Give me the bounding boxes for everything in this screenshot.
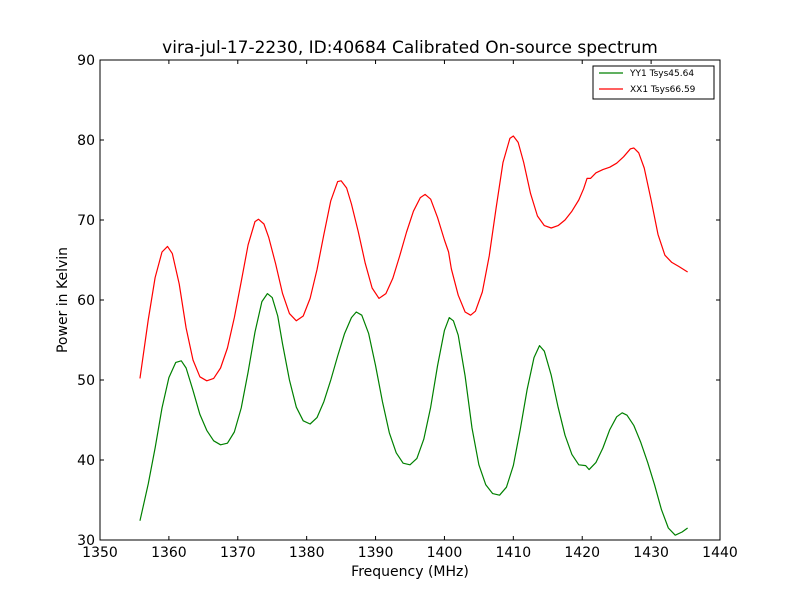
x-tick-label: 1400	[427, 545, 463, 561]
legend: YY1 Tsys45.64 XX1 Tsys66.59	[592, 65, 715, 100]
x-tick-label: 1420	[564, 545, 600, 561]
y-tick-label: 60	[77, 293, 95, 309]
y-tick-label: 40	[77, 453, 95, 469]
x-tick-label: 1380	[289, 545, 325, 561]
y-tick-label: 90	[77, 53, 95, 69]
x-tick-label: 1350	[82, 545, 118, 561]
x-axis-ticks: 1350 1360 1370 1380 1390 1400 1410 1420 1430 1440	[82, 60, 738, 561]
y-axis-ticks: 30 40 50 60 70 80 90	[77, 53, 720, 549]
legend-label-yy1: YY1 Tsys45.64	[629, 69, 694, 79]
x-axis-label: Frequency (MHz)	[351, 564, 469, 580]
x-tick-label: 1410	[496, 545, 532, 561]
x-tick-label: 1370	[220, 545, 256, 561]
legend-label-xx1: XX1 Tsys66.59	[630, 85, 696, 95]
x-tick-label: 1390	[358, 545, 394, 561]
plot-area	[99, 59, 721, 541]
x-tick-label: 1430	[633, 545, 669, 561]
y-tick-label: 30	[77, 533, 95, 549]
y-tick-label: 70	[77, 213, 95, 229]
plot-background	[100, 60, 720, 540]
y-axis-label: Power in Kelvin	[55, 247, 71, 353]
legend-box	[592, 65, 715, 100]
y-tick-label: 80	[77, 133, 95, 149]
x-tick-label: 1360	[151, 545, 187, 561]
series-line-0	[139, 293, 688, 536]
y-tick-label: 50	[77, 373, 95, 389]
x-tick-label: 1440	[702, 545, 738, 561]
chart-title: vira-jul-17-2230, ID:40684 Calibrated On…	[162, 38, 658, 58]
series-line-1	[139, 135, 688, 382]
